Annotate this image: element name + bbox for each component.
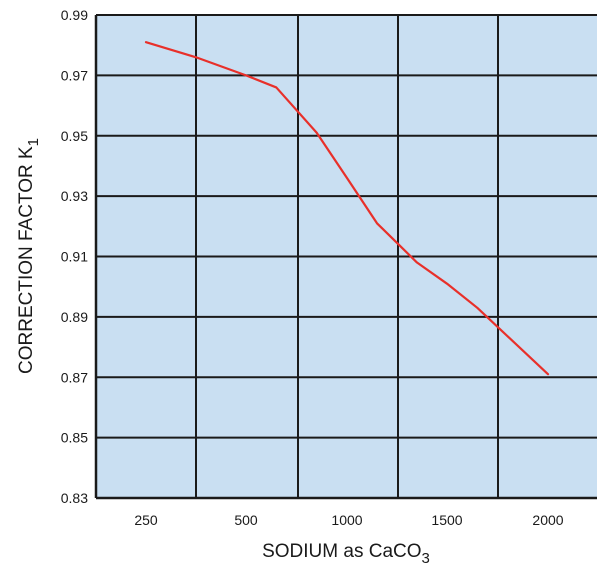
y-tick-label: 0.91	[61, 249, 88, 265]
y-axis-title-subscript: 1	[25, 138, 42, 146]
x-tick-label: 250	[134, 512, 158, 528]
correction-factor-line	[144, 41, 550, 376]
y-tick-label: 0.83	[61, 490, 88, 506]
y-axis-title: CORRECTION FACTOR K1	[16, 138, 42, 374]
y-axis-title-text: CORRECTION FACTOR K	[16, 146, 37, 374]
grid	[94, 14, 597, 500]
y-tick-label: 0.95	[61, 128, 88, 144]
y-tick-label: 0.97	[61, 67, 88, 83]
x-tick-label: 1500	[431, 512, 462, 528]
y-tick-label: 0.87	[61, 369, 88, 385]
x-tick-label: 2000	[532, 512, 563, 528]
y-tick-labels: 0.99 0.97 0.95 0.93 0.91 0.89 0.87 0.85 0.83	[61, 7, 88, 506]
x-axis-title-text: SODIUM as CaCO	[262, 541, 421, 562]
x-axis-title: SODIUM as CaCO3	[262, 541, 430, 567]
y-tick-label: 0.89	[61, 309, 88, 325]
x-tick-label: 1000	[331, 512, 362, 528]
x-tick-labels: 250 500 1000 1500 2000	[134, 512, 563, 528]
x-tick-label: 500	[234, 512, 258, 528]
y-tick-label: 0.99	[61, 7, 88, 23]
y-tick-label: 0.85	[61, 430, 88, 446]
x-axis-title-subscript: 3	[422, 550, 430, 567]
y-tick-label: 0.93	[61, 188, 88, 204]
